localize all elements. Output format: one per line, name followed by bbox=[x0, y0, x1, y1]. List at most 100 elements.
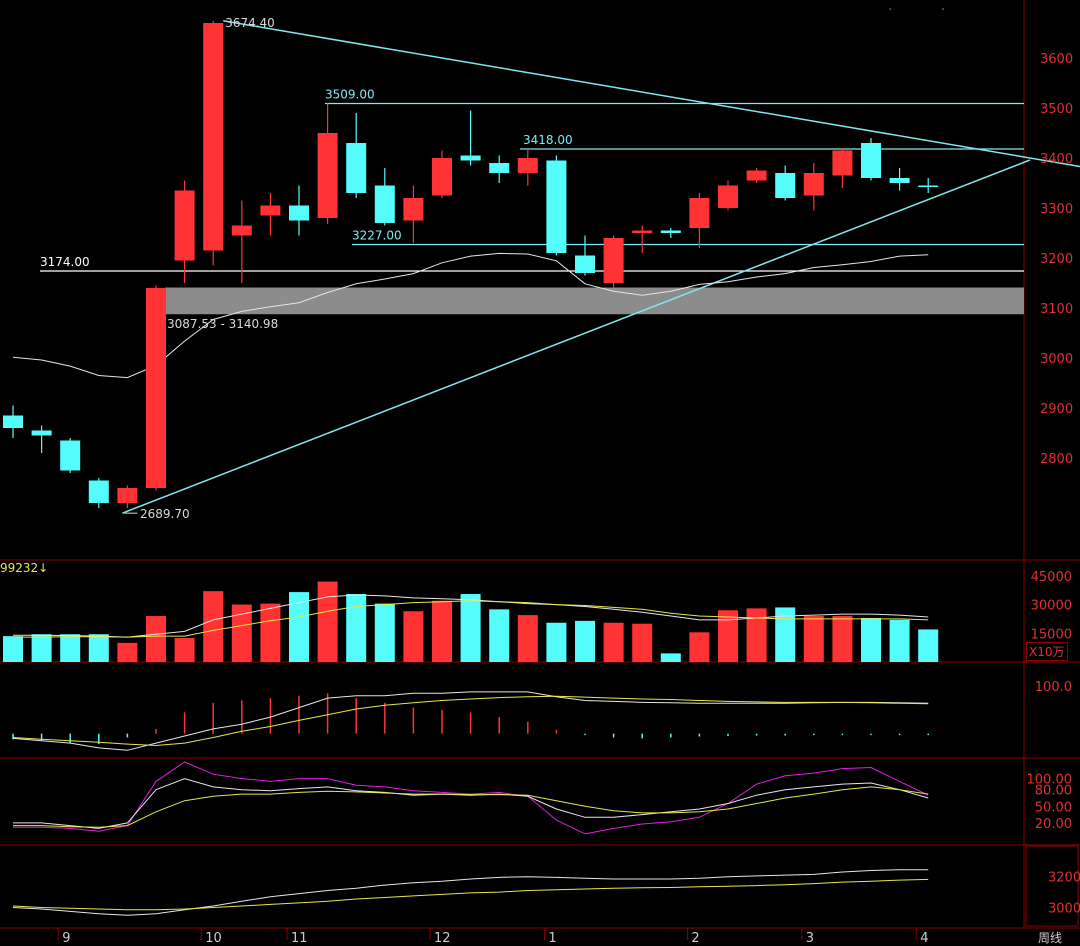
volume-bar bbox=[346, 594, 367, 662]
macd-tick-label: 100.0 bbox=[1035, 680, 1072, 695]
candle-down bbox=[289, 205, 309, 221]
volume-bar bbox=[889, 619, 910, 662]
kdj-tick-label: 100.00 bbox=[1027, 773, 1073, 788]
macd-dif-line bbox=[12, 691, 929, 751]
gap-band bbox=[165, 287, 1024, 315]
candle-down bbox=[660, 230, 681, 233]
period-label[interactable]: 周线 bbox=[1038, 931, 1063, 945]
candle-down bbox=[546, 160, 567, 253]
volume-bar bbox=[174, 638, 195, 662]
price-tick-label: 3300 bbox=[1040, 202, 1073, 217]
volume-bar bbox=[775, 607, 796, 662]
candle-up bbox=[317, 133, 338, 218]
volume-readout: 99232↓ bbox=[0, 561, 49, 575]
volume-unit-label: X10万 bbox=[1026, 642, 1068, 661]
price-annotation: 3087.53 - 3140.98 bbox=[167, 317, 278, 331]
price-tick-label: 3000 bbox=[1040, 352, 1073, 367]
volume-bar bbox=[746, 608, 767, 662]
candle-up bbox=[231, 225, 252, 236]
volume-ma-yellow bbox=[13, 600, 929, 638]
volume-bar bbox=[31, 634, 52, 662]
volume-bar bbox=[289, 592, 309, 662]
price-tick-label: 2800 bbox=[1040, 452, 1073, 467]
volume-bar bbox=[432, 600, 452, 662]
x-tick-label: 9 bbox=[62, 931, 70, 946]
candle-up bbox=[632, 230, 653, 233]
x-tick-label: 4 bbox=[920, 931, 928, 946]
price-annotation: 3674.40 bbox=[225, 16, 275, 30]
candle-up bbox=[689, 198, 710, 228]
candle-down bbox=[889, 178, 910, 183]
index-panel bbox=[12, 869, 929, 916]
volume-bar bbox=[660, 653, 681, 662]
kdj-tick-label: 80.00 bbox=[1035, 784, 1072, 799]
candle-up bbox=[117, 488, 138, 503]
volume-bar bbox=[60, 634, 81, 662]
candle-up bbox=[146, 288, 166, 488]
volume-bar bbox=[546, 622, 567, 662]
price-panel: 3674.40 3509.00 3418.00 3227.00 3174.00 3087.… bbox=[3, 16, 1080, 521]
kdj-tick-label: 50.00 bbox=[1035, 800, 1072, 815]
volume-bar bbox=[317, 581, 338, 662]
volume-bar bbox=[861, 617, 881, 662]
index-tick-label: 3200 bbox=[1048, 871, 1080, 886]
kdj-panel bbox=[13, 761, 929, 835]
kdj-k-line bbox=[13, 778, 929, 829]
candle-down bbox=[3, 415, 23, 428]
volume-bar bbox=[918, 629, 939, 662]
price-annotation: 3174.00 bbox=[40, 255, 90, 269]
kdj-tick-label: 20.00 bbox=[1035, 817, 1072, 832]
volume-tick-label: 30000 bbox=[1031, 599, 1072, 614]
volume-tick-label: 45000 bbox=[1031, 570, 1072, 585]
candle-down bbox=[374, 185, 395, 223]
axis-labels: 2800 2900 3000 3100 3200 3300 3400 3500 3600 9 10 1… bbox=[57, 52, 1080, 946]
x-tick-label: 12 bbox=[434, 931, 451, 946]
volume-bar bbox=[803, 616, 824, 662]
volume-bar bbox=[88, 634, 109, 662]
index-tick-label: 3000 bbox=[1048, 902, 1080, 917]
upper-trendline bbox=[223, 20, 1080, 168]
volume-bar bbox=[231, 604, 252, 662]
volume-bar bbox=[260, 603, 281, 662]
price-tick-label: 3400 bbox=[1040, 152, 1073, 167]
price-annotation: 2689.70 bbox=[140, 507, 190, 521]
candle-down bbox=[861, 143, 881, 178]
index-white-line bbox=[12, 869, 929, 916]
volume-tick-label: 15000 bbox=[1031, 627, 1072, 642]
candle-down bbox=[60, 440, 81, 471]
candle-up bbox=[803, 173, 824, 196]
volume-bar bbox=[460, 594, 481, 662]
x-tick-label: 11 bbox=[291, 931, 308, 946]
kdj-j-line bbox=[13, 761, 929, 835]
candle-down bbox=[460, 155, 481, 161]
volume-bar bbox=[832, 616, 853, 662]
candle-down bbox=[489, 163, 510, 173]
kdj-d-line bbox=[13, 786, 929, 828]
macd-dea-line bbox=[12, 695, 929, 747]
candle-down bbox=[31, 430, 52, 436]
top-indicator-dots: · · bbox=[888, 2, 968, 18]
volume-bar bbox=[117, 642, 138, 662]
candle-up bbox=[603, 238, 624, 283]
volume-bar bbox=[489, 609, 510, 662]
lower-trendline bbox=[122, 159, 1031, 514]
x-tick-label: 1 bbox=[548, 931, 556, 946]
candle-up bbox=[403, 198, 424, 221]
volume-bar bbox=[203, 591, 224, 662]
index-axis-box bbox=[1025, 845, 1079, 927]
x-tick-label: 3 bbox=[806, 931, 814, 946]
candle-down bbox=[575, 255, 595, 273]
volume-ma-white bbox=[13, 594, 929, 638]
candle-down bbox=[918, 185, 939, 187]
candle-up bbox=[260, 205, 281, 216]
macd-panel bbox=[12, 691, 929, 751]
price-tick-label: 3500 bbox=[1040, 102, 1073, 117]
volume-bar bbox=[3, 636, 23, 662]
index-yellow-line bbox=[12, 878, 929, 911]
x-tick-label: 10 bbox=[205, 931, 222, 946]
price-annotation: 3227.00 bbox=[352, 229, 402, 243]
volume-bar bbox=[689, 632, 710, 662]
candle-up bbox=[517, 158, 538, 173]
candle-up bbox=[832, 150, 853, 176]
